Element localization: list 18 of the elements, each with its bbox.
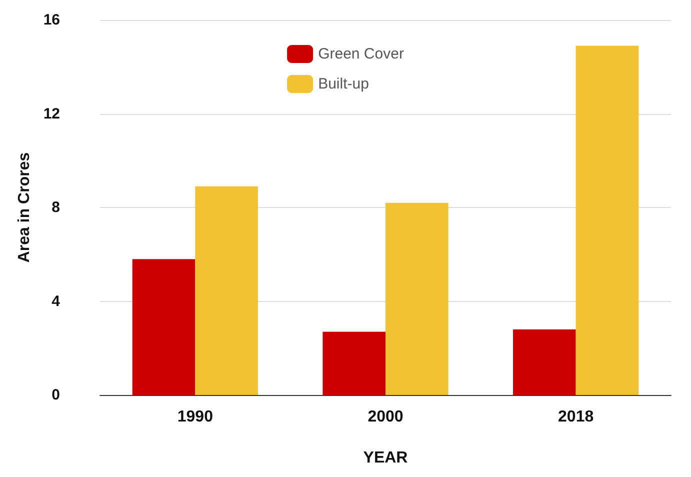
x-axis-title: YEAR: [363, 450, 408, 466]
y-tick-label: 4: [52, 292, 61, 310]
y-axis-title: Area in Crores: [16, 152, 33, 263]
y-tick-label: 12: [43, 105, 60, 122]
bar: [386, 202, 448, 395]
y-tick-label: 0: [52, 386, 60, 404]
x-tick-label: 2018: [558, 408, 594, 426]
bar: [195, 186, 258, 395]
bar: [576, 46, 639, 395]
bar: [513, 329, 576, 395]
y-tick-label: 16: [43, 12, 60, 28]
bar: [132, 259, 196, 395]
bar: [322, 332, 386, 395]
y-tick-label: 8: [52, 199, 60, 216]
x-tick-label: 2000: [368, 408, 404, 426]
legend-label: Green Cover: [318, 46, 404, 62]
x-tick-label: 1990: [177, 408, 214, 426]
legend-label: Built-up: [318, 76, 369, 92]
